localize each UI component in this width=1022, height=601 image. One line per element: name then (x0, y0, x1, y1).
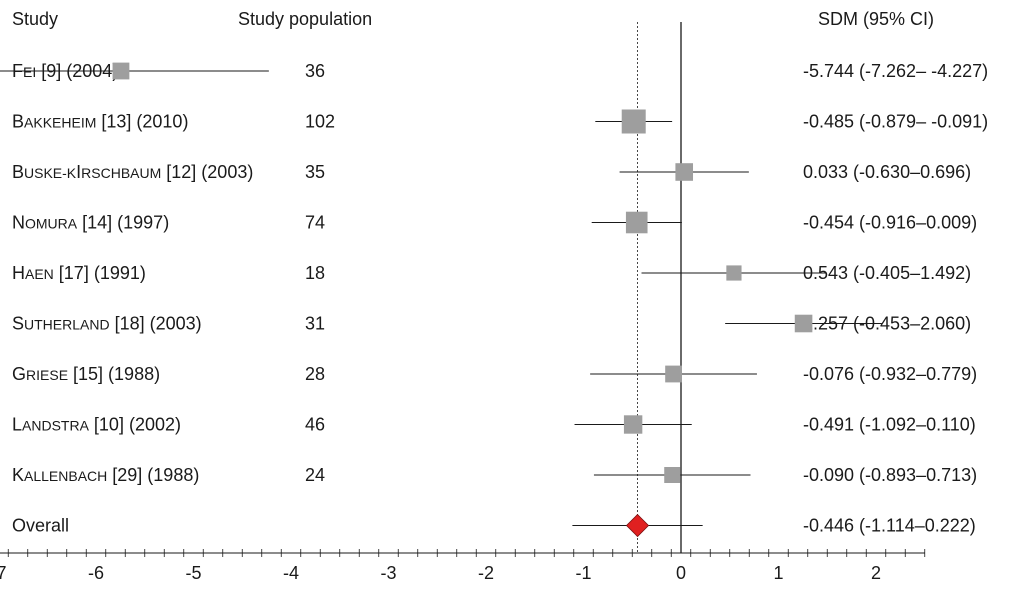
study-name: BAKKEHEIM [13] (2010) (12, 112, 188, 132)
study-sdm-ci: 0.543 (-0.405–1.492) (803, 263, 971, 283)
study-population: 102 (305, 112, 335, 132)
study-name: HAEN [17] (1991) (12, 263, 146, 283)
x-axis: -7 -6 -5 -4 -3 -2 -1 0 1 2 (0, 549, 926, 583)
study-sdm-ci: -0.090 (-0.893–0.713) (803, 465, 977, 485)
study-name: NOMURA [14] (1997) (12, 213, 169, 233)
study-sdm-ci: -0.076 (-0.932–0.779) (803, 364, 977, 384)
x-tick-label: -1 (575, 563, 591, 583)
study-square (623, 415, 643, 434)
overall-sdm-ci: -0.446 (-1.114–0.222) (803, 516, 976, 536)
study-square (665, 365, 682, 383)
study-name: SUTHERLAND [18] (2003) (12, 314, 202, 334)
x-tick-label: -4 (283, 563, 299, 583)
study-sdm-ci: -0.491 (-1.092–0.110) (803, 415, 976, 435)
study-sdm-ci: -5.744 (-7.262– -4.227) (803, 61, 988, 81)
study-sdm-ci: -0.454 (-0.916–0.009) (803, 213, 977, 233)
x-tick-label: 0 (676, 563, 686, 583)
study-population: 36 (305, 61, 325, 81)
x-tick-label: 1 (773, 563, 783, 583)
study-square (112, 62, 130, 80)
plot-marks (0, 22, 882, 553)
x-tick-label: -3 (380, 563, 396, 583)
header-study: Study (12, 9, 58, 29)
study-name: KALLENBACH [29] (1988) (12, 465, 199, 485)
study-population: 74 (305, 213, 325, 233)
study-square (794, 314, 813, 333)
study-population: 28 (305, 364, 325, 384)
header-sdm-ci: SDM (95% CI) (818, 9, 934, 29)
study-sdm-ci: 1.257 (-0.453–2.060) (803, 314, 971, 334)
study-square (675, 163, 694, 181)
study-population: 24 (305, 465, 325, 485)
x-tick-label: -2 (478, 563, 494, 583)
study-square (621, 109, 646, 134)
study-labels: FEI [9] (2004) 36 -5.744 (-7.262– -4.227)B… (12, 61, 988, 536)
overall-label: Overall (12, 516, 69, 536)
study-name: LANDSTRA [10] (2002) (12, 415, 181, 435)
x-tick-label: -7 (0, 563, 7, 583)
study-population: 46 (305, 415, 325, 435)
study-square (726, 265, 742, 281)
study-population: 35 (305, 162, 325, 182)
study-square (664, 467, 681, 483)
study-population: 31 (305, 314, 325, 334)
study-population: 18 (305, 263, 325, 283)
overall-diamond (625, 513, 650, 538)
study-name: GRIESE [15] (1988) (12, 364, 160, 384)
study-square (625, 211, 648, 234)
x-tick-label: -5 (185, 563, 201, 583)
header-study-population: Study population (238, 9, 372, 29)
study-sdm-ci: -0.485 (-0.879– -0.091) (803, 112, 988, 132)
x-tick-label: -6 (88, 563, 104, 583)
study-name: BUSKE-KIRSCHBAUM [12] (2003) (12, 162, 253, 182)
x-tick-label: 2 (871, 563, 881, 583)
study-sdm-ci: 0.033 (-0.630–0.696) (803, 162, 971, 182)
